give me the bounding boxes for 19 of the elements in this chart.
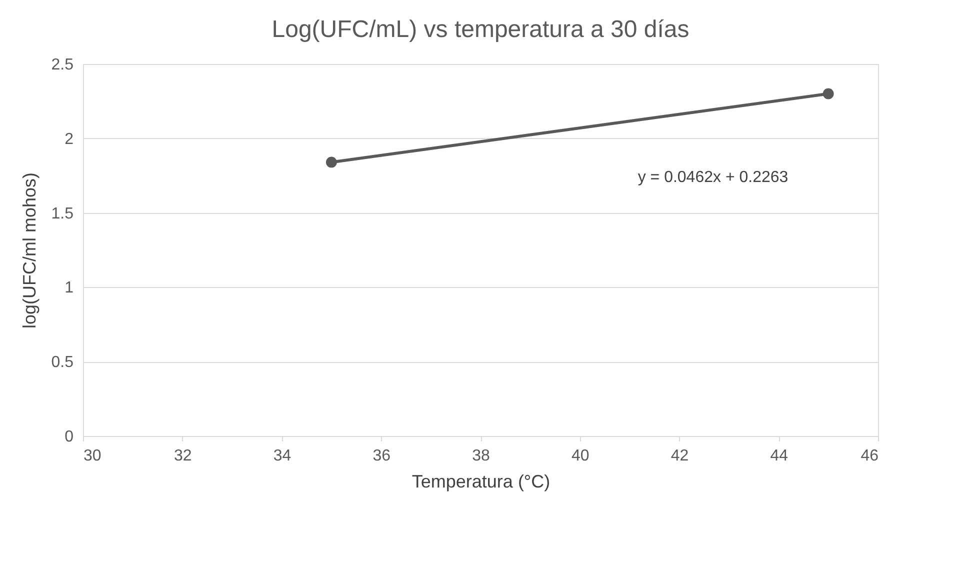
y-tick-label: 2 bbox=[64, 130, 74, 148]
x-tick-label: 40 bbox=[571, 448, 590, 464]
y-tick-label: 1.5 bbox=[51, 205, 74, 222]
x-tick-label: 34 bbox=[273, 448, 292, 464]
x-axis-title: Temperatura (°C) bbox=[412, 472, 550, 492]
x-tick-label: 44 bbox=[770, 448, 788, 464]
x-tick-label: 32 bbox=[174, 448, 192, 464]
chart-title: Log(UFC/mL) vs temperatura a 30 días bbox=[272, 16, 690, 43]
y-tick-label: 2.5 bbox=[51, 56, 74, 74]
x-tick-label: 36 bbox=[372, 448, 391, 464]
x-tick-label: 38 bbox=[472, 448, 490, 464]
annotation: y = 0.0462x + 0.2263 bbox=[638, 169, 788, 186]
y-tick-label: 0 bbox=[64, 428, 74, 446]
y-tick-label: 0.5 bbox=[51, 354, 74, 372]
y-axis-title: log(UFC/ml mohos) bbox=[19, 172, 40, 329]
x-tick-label: 42 bbox=[670, 448, 689, 464]
x-tick-label: 30 bbox=[84, 448, 102, 464]
y-tick-label: 1 bbox=[64, 280, 74, 297]
x-tick-label: 46 bbox=[860, 448, 879, 464]
